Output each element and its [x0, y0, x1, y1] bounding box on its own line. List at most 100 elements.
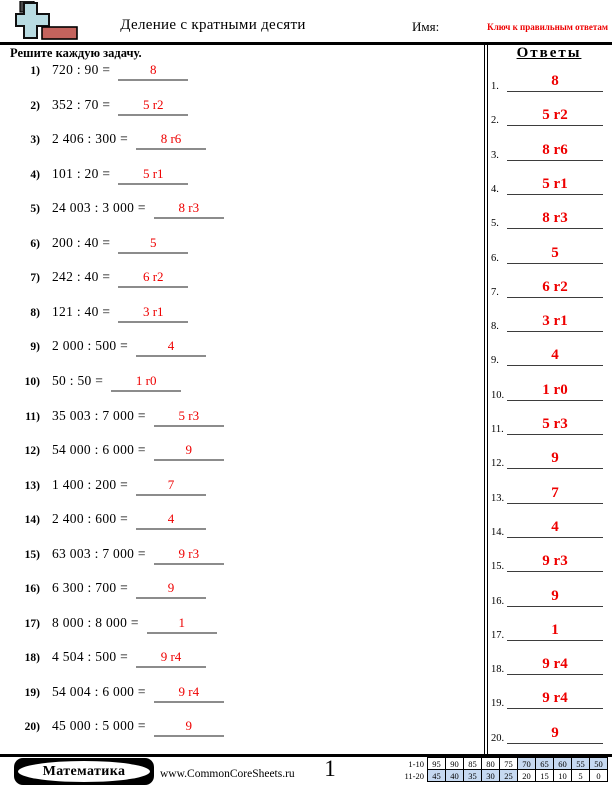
problem-number: 20)	[24, 721, 40, 734]
problem-expression: 63 003 : 7 000 =	[52, 545, 146, 561]
problem-answer-blank: 4	[136, 511, 207, 531]
problem-expression: 50 : 50 =	[52, 372, 104, 388]
problem-answer-blank: 5 r3	[153, 408, 224, 427]
answer-value: 8 r3	[507, 210, 603, 230]
problem-row: 12) 54 000 : 6 000 = 9	[10, 442, 224, 462]
problem-answer-blank: 8	[118, 62, 189, 81]
score-cell: 25	[499, 769, 518, 782]
name-label: Имя:	[412, 19, 440, 34]
answer-item: 5. 8 r3	[491, 209, 603, 230]
answer-value: 1 r0	[507, 382, 603, 401]
score-range-label: 11-20	[404, 770, 424, 781]
score-cell: 45	[427, 769, 446, 782]
problem-number: 7)	[30, 272, 40, 285]
answers-title: Ответы	[516, 45, 582, 61]
header-divider	[0, 42, 612, 45]
problem-number: 4)	[30, 168, 40, 181]
problem-row: 8) 121 : 40 = 3 r1	[10, 304, 189, 323]
problem-expression: 2 400 : 600 =	[52, 511, 129, 527]
problem-row: 2) 352 : 70 = 5 r2	[10, 96, 189, 116]
answer-number: 5.	[491, 218, 499, 230]
score-cell: 40	[445, 769, 464, 782]
score-cell: 35	[463, 769, 482, 782]
problem-row: 19) 54 004 : 6 000 = 9 r4	[10, 684, 224, 703]
problem-number: 3)	[30, 134, 40, 147]
problem-row: 9) 2 000 : 500 = 4	[10, 338, 207, 358]
problem-answer-blank: 7	[136, 477, 207, 496]
answer-value: 4	[507, 347, 603, 367]
subject-label: Математика	[18, 761, 150, 782]
problem-row: 11) 35 003 : 7 000 = 5 r3	[10, 408, 224, 427]
answer-number: 8.	[491, 321, 499, 333]
answer-value: 5 r1	[507, 176, 603, 195]
answer-value: 9 r4	[507, 690, 603, 710]
answer-item: 7. 6 r2	[491, 278, 603, 298]
problem-expression: 352 : 70 =	[52, 96, 111, 112]
answer-number: 9.	[491, 355, 499, 367]
problem-row: 18) 4 504 : 500 = 9 r4	[10, 649, 207, 669]
problem-row: 10) 50 : 50 = 1 r0	[10, 372, 182, 392]
problem-expression: 1 400 : 200 =	[52, 476, 129, 492]
problem-expression: 2 406 : 300 =	[52, 131, 129, 147]
problem-answer-blank: 1 r0	[111, 373, 182, 392]
answer-number: 15.	[491, 561, 505, 573]
problem-number: 6)	[30, 237, 40, 250]
answer-value: 7	[507, 485, 603, 504]
answer-number: 14.	[491, 526, 505, 538]
answer-number: 17.	[491, 629, 505, 641]
answer-number: 4.	[491, 183, 499, 195]
answer-number: 11.	[491, 424, 504, 435]
problem-row: 3) 2 406 : 300 = 8 r6	[10, 131, 207, 151]
answer-value: 8 r6	[507, 142, 603, 161]
plus-shape	[15, 2, 50, 39]
answer-value: 5	[507, 245, 603, 264]
problem-expression: 6 300 : 700 =	[52, 580, 129, 596]
score-cell: 70	[517, 757, 536, 770]
problem-number: 19)	[24, 686, 40, 699]
answer-item: 6. 5	[491, 244, 603, 264]
problem-expression: 24 003 : 3 000 =	[52, 200, 146, 216]
answer-value: 1	[507, 622, 603, 641]
answer-number: 3.	[491, 149, 499, 161]
answer-item: 16. 9	[491, 587, 603, 607]
score-cell: 90	[445, 757, 464, 770]
answer-number: 18.	[491, 664, 505, 676]
problem-row: 13) 1 400 : 200 = 7	[10, 476, 207, 496]
problem-answer-blank: 5 r2	[118, 97, 189, 116]
problem-answer-blank: 3 r1	[118, 304, 189, 323]
problem-number: 8)	[30, 306, 40, 319]
answer-number: 20.	[491, 732, 505, 744]
score-table-body: 1-10 95 90 85 80 75 70 65 60 55 50 11-20 45 40 35 30 25 2…	[404, 757, 608, 782]
page-title: Деление с кратными десяти	[120, 17, 306, 33]
problem-row: 5) 24 003 : 3 000 = 8 r3	[10, 200, 224, 220]
problem-number: 12)	[24, 445, 40, 458]
problem-number: 5)	[30, 203, 40, 216]
score-table: 1-10 95 90 85 80 75 70 65 60 55 50 11-20 45 40 35 30 25 2…	[404, 757, 608, 782]
problem-answer-blank: 8 r3	[153, 200, 224, 220]
page-number: 1	[324, 756, 336, 781]
problem-answer-blank: 9	[153, 718, 224, 738]
answer-item: 10. 1 r0	[491, 381, 603, 401]
footer-divider	[0, 754, 612, 757]
problem-expression: 35 003 : 7 000 =	[52, 407, 146, 423]
score-table-row: 11-20 45 40 35 30 25 20 15 10 5 0	[404, 769, 608, 782]
score-range-label: 1-10	[408, 758, 424, 769]
answer-value: 8	[507, 73, 603, 92]
problem-row: 7) 242 : 40 = 6 r2	[10, 269, 189, 289]
answer-value: 9	[507, 450, 603, 470]
answer-value: 4	[507, 519, 603, 538]
problem-answer-blank: 9 r4	[136, 649, 207, 669]
problem-answer-blank: 9 r4	[153, 684, 224, 703]
answer-value: 6 r2	[507, 279, 603, 298]
problem-expression: 4 504 : 500 =	[52, 649, 129, 665]
problems-list: 1) 720 : 90 = 8 2) 352 : 70 = 5 r2 3) 2 …	[10, 62, 480, 752]
answer-key-label: Ключ к правильным ответам	[487, 22, 608, 32]
answer-value: 9	[507, 725, 603, 744]
answer-item: 8. 3 r1	[491, 312, 603, 333]
score-cell: 95	[427, 757, 446, 770]
problem-number: 18)	[24, 652, 40, 665]
answer-item: 11. 5 r3	[491, 415, 603, 435]
answer-item: 15. 9 r3	[491, 552, 603, 573]
problem-row: 1) 720 : 90 = 8	[10, 62, 189, 81]
problem-answer-blank: 5 r1	[118, 166, 189, 185]
